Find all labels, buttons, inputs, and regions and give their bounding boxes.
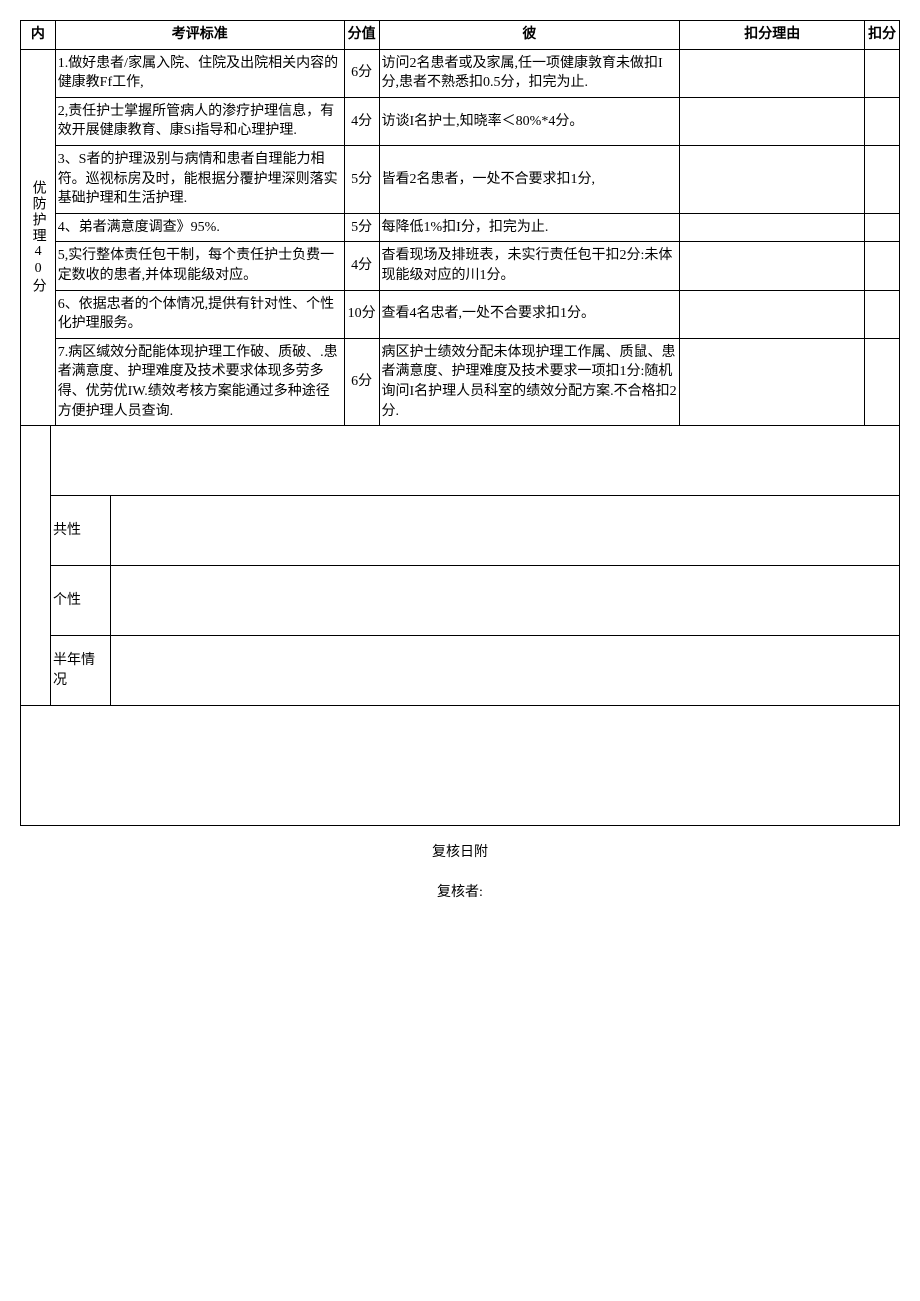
table-row: 3、S者的护理汲别与病情和患者自理能力相符。巡视标房及时，能根据分覆护埋深则落实… (21, 145, 900, 213)
deduction-cell (865, 145, 900, 213)
footer-date: 复核日附 (20, 841, 900, 861)
table-row: 半年情况 (21, 636, 900, 706)
score-cell: 4分 (344, 242, 379, 290)
score-cell: 4分 (344, 97, 379, 145)
header-score: 分值 (344, 21, 379, 50)
table-row: 7.病区缄效分配能体现护理工作破、质破、.患者满意度、护理难度及技术要求体现多劳… (21, 338, 900, 425)
reason-cell (680, 290, 865, 338)
deduction-cell (865, 338, 900, 425)
score-cell: 10分 (344, 290, 379, 338)
table-row: 5,实行整体责任包干制，每个责任护士负费一定数收的患者,并体现能级对应。 4分 … (21, 242, 900, 290)
deduction-cell (865, 213, 900, 242)
score-cell: 5分 (344, 213, 379, 242)
method-cell: 查看4名忠者,一处不合要求扣1分。 (379, 290, 680, 338)
individual-label: 个性 (51, 566, 111, 636)
table-row: 6、依据忠者的个体情况,提供有针对性、个性化护理服务。 10分 查看4名忠者,一… (21, 290, 900, 338)
method-cell: 皆看2名患者，一处不合要求扣1分, (379, 145, 680, 213)
bottom-cell (21, 706, 900, 826)
method-cell: 访问2名患者或及家属,任一项健康敦育未做扣I分,患者不熟悉扣0.5分，扣完为止. (379, 49, 680, 97)
individual-content (111, 566, 900, 636)
blank-row (21, 426, 900, 496)
halfyear-content (111, 636, 900, 706)
standard-cell: 5,实行整体责任包干制，每个责任护士负费一定数收的患者,并体现能级对应。 (55, 242, 344, 290)
empty-section (21, 426, 51, 706)
table-row: 共性 (21, 496, 900, 566)
bottom-row (21, 706, 900, 826)
score-cell: 6分 (344, 338, 379, 425)
method-cell: 杳看现场及排班表，未实行责任包干扣2分:未体现能级对应的川1分。 (379, 242, 680, 290)
header-deduction: 扣分 (865, 21, 900, 50)
reason-cell (680, 145, 865, 213)
common-label: 共性 (51, 496, 111, 566)
method-cell: 访谈I名护士,知晓率＜80%*4分。 (379, 97, 680, 145)
standard-cell: 1.做好患者/家属入院、住院及出院相关内容的健康教Ff工作, (55, 49, 344, 97)
section-label: 优防护理40分 (21, 49, 56, 426)
footer-reviewer: 复核者: (20, 881, 900, 901)
reason-cell (680, 242, 865, 290)
standard-cell: 4、弟者满意度调查》95%. (55, 213, 344, 242)
deduction-cell (865, 49, 900, 97)
header-content: 内 (21, 21, 56, 50)
reason-cell (680, 213, 865, 242)
deduction-cell (865, 97, 900, 145)
table-row: 优防护理40分 1.做好患者/家属入院、住院及出院相关内容的健康教Ff工作, 6… (21, 49, 900, 97)
evaluation-table: 内 考评标准 分值 彼 扣分理由 扣分 优防护理40分 1.做好患者/家属入院、… (20, 20, 900, 426)
method-cell: 每降低1%扣I分，扣完为止. (379, 213, 680, 242)
method-cell: 病区护士绩效分配未体现护理工作属、质鼠、患者满意度、护理难度及技术要求一项扣1分… (379, 338, 680, 425)
score-cell: 5分 (344, 145, 379, 213)
standard-cell: 3、S者的护理汲别与病情和患者自理能力相符。巡视标房及时，能根据分覆护埋深则落实… (55, 145, 344, 213)
reason-cell (680, 97, 865, 145)
halfyear-label: 半年情况 (51, 636, 111, 706)
reason-cell (680, 338, 865, 425)
summary-table: 共性 个性 半年情况 (20, 425, 900, 826)
header-standard: 考评标准 (55, 21, 344, 50)
reason-cell (680, 49, 865, 97)
deduction-cell (865, 290, 900, 338)
table-row: 4、弟者满意度调查》95%. 5分 每降低1%扣I分，扣完为止. (21, 213, 900, 242)
table-row: 2,责任护士掌握所管病人的渗疗护理信息，有效开展健康教育、康Si指导和心理护理.… (21, 97, 900, 145)
standard-cell: 6、依据忠者的个体情况,提供有针对性、个性化护理服务。 (55, 290, 344, 338)
header-method: 彼 (379, 21, 680, 50)
header-reason: 扣分理由 (680, 21, 865, 50)
header-row: 内 考评标准 分值 彼 扣分理由 扣分 (21, 21, 900, 50)
common-content (111, 496, 900, 566)
deduction-cell (865, 242, 900, 290)
score-cell: 6分 (344, 49, 379, 97)
standard-cell: 7.病区缄效分配能体现护理工作破、质破、.患者满意度、护理难度及技术要求体现多劳… (55, 338, 344, 425)
table-row: 个性 (21, 566, 900, 636)
standard-cell: 2,责任护士掌握所管病人的渗疗护理信息，有效开展健康教育、康Si指导和心理护理. (55, 97, 344, 145)
empty-cell (51, 426, 900, 496)
